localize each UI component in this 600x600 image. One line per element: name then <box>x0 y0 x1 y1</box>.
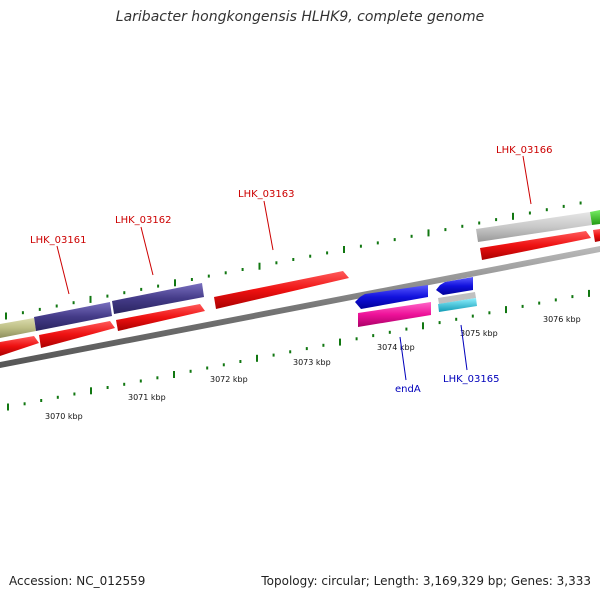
tick-label: 3075 kbp <box>460 329 498 338</box>
rev-cds-bar[interactable] <box>358 302 431 327</box>
callout-line <box>460 324 468 371</box>
inner-scale-track <box>7 289 590 411</box>
cds-arrow[interactable] <box>116 304 205 331</box>
gene-label-lhk-03163[interactable]: LHK_03163 <box>238 189 294 200</box>
gene-label-lhk-03161[interactable]: LHK_03161 <box>30 235 86 246</box>
genome-backbone <box>0 246 600 368</box>
outer-scale-track <box>5 201 582 320</box>
cds-arrow[interactable] <box>480 231 591 260</box>
rev-misc-bar[interactable] <box>438 298 477 312</box>
gene-label-lhk-03162[interactable]: LHK_03162 <box>115 215 171 226</box>
tick-label: 3073 kbp <box>293 358 331 367</box>
tick-label: 3076 kbp <box>543 315 581 324</box>
tick-label: 3072 kbp <box>210 375 248 384</box>
callout-line <box>263 200 274 251</box>
gene-label-lhk-03166[interactable]: LHK_03166 <box>496 145 552 156</box>
callout-line <box>56 245 70 295</box>
map-title: Laribacter hongkongensis HLHK9, complete… <box>115 9 485 25</box>
tick-label: 3070 kbp <box>45 412 83 421</box>
cds-arrow[interactable] <box>593 229 600 242</box>
genome-summary-text: Topology: circular; Length: 3,169,329 bp… <box>261 574 591 588</box>
gene-label-lhk-03165[interactable]: LHK_03165 <box>443 374 499 385</box>
misc-feature-bar[interactable] <box>476 212 592 242</box>
tick-label: 3074 kbp <box>377 343 415 352</box>
callout-line <box>522 155 532 205</box>
cds-arrow[interactable] <box>0 336 39 356</box>
green-feature-bar[interactable] <box>590 210 600 225</box>
callout-line <box>140 226 154 276</box>
rev-gene-arrow[interactable] <box>355 285 428 309</box>
rev-misc-bar[interactable] <box>438 292 476 304</box>
rev-gene-arrow[interactable] <box>436 277 473 295</box>
gene-label-enda[interactable]: endA <box>395 384 421 395</box>
cds-arrow[interactable] <box>39 321 115 348</box>
gene-bar[interactable] <box>34 302 112 331</box>
accession-text: Accession: NC_012559 <box>9 574 146 588</box>
callout-line <box>399 336 407 381</box>
unknown-feature-bar[interactable] <box>0 318 36 338</box>
gene-bar[interactable] <box>112 283 204 314</box>
cds-arrow[interactable] <box>214 271 349 309</box>
tick-label: 3071 kbp <box>128 393 166 402</box>
